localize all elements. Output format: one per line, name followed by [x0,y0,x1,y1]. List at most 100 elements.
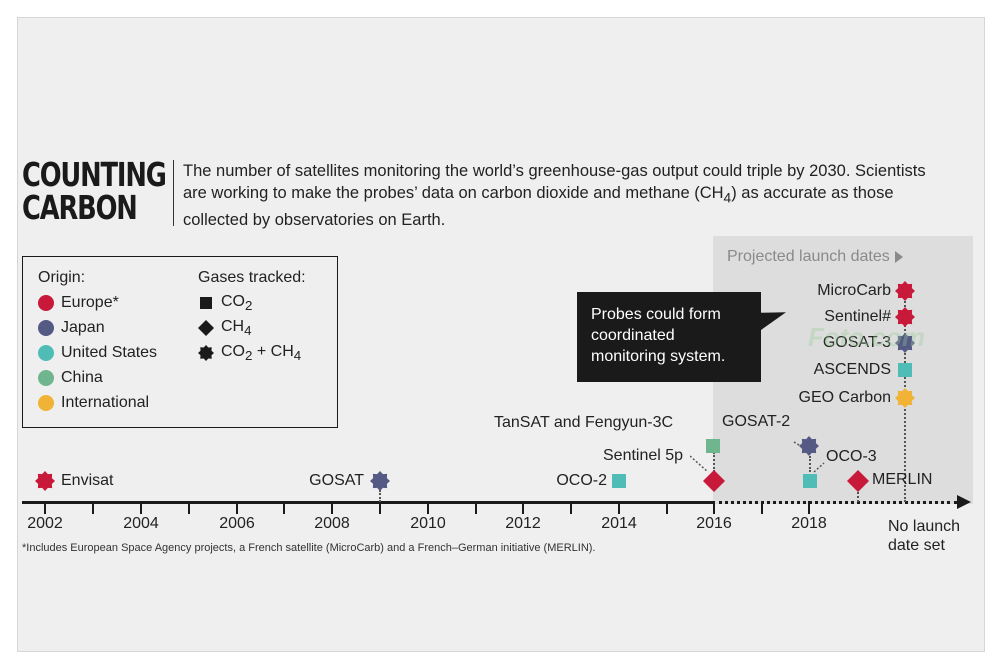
footnote: *Includes European Space Agency projects… [22,542,596,554]
legend-origin-international: International [38,392,149,414]
axis-tick [236,501,238,514]
legend-gas-co2: CO2 [198,292,252,314]
merlin-label: MERLIN [872,471,933,488]
connector-line [379,490,381,502]
connector-line [690,455,709,473]
oco3-marker [803,474,817,488]
axis-tick [331,501,333,514]
us-dot-icon [38,345,54,361]
axis-tick [713,501,715,514]
axis-tick [427,501,429,514]
year-label: 2018 [791,515,827,532]
oco2-label: OCO-2 [556,472,607,489]
microcarb-marker [895,281,915,301]
legend-origin-heading: Origin: [38,269,86,286]
sentinel-hash-marker [895,307,915,327]
intro-part-2: ) as accurate as those collected by obse… [183,184,894,230]
connector-line [857,489,859,502]
title-divider [173,160,174,226]
geocarbon-marker [895,388,915,408]
geocarbon-label: GEO Carbon [798,389,891,406]
axis-tick [92,501,94,514]
axis-tick [44,501,46,514]
legend-gas-label: CO2 [221,292,253,314]
year-label: 2010 [410,515,446,532]
japan-dot-icon [38,320,54,336]
year-label: 2012 [505,515,541,532]
intro-part-1: The number of satellites monitoring the … [183,162,926,202]
projected-label-text: Projected launch dates [727,248,890,265]
legend: Origin: Europe* Japan United States Chin… [22,256,338,428]
microcarb-label: MicroCarb [817,282,891,299]
tansat-label: TanSAT and Fengyun-3C [494,414,674,431]
title-line-2: CARBON [22,188,138,227]
gosat3-marker [895,333,915,353]
legend-origin-europe: Europe* [38,292,119,314]
connector-line [813,462,825,473]
sentinel5p-marker [703,470,725,492]
legend-origin-label: China [61,369,103,386]
tansat-marker [706,439,720,453]
gosat3-label: GOSAT-3 [822,334,891,351]
year-label: 2002 [27,515,63,532]
axis-tick [522,501,524,514]
legend-gas-ch4: CH4 [198,317,252,339]
axis-tick [666,501,668,514]
axis-tick [808,501,810,514]
watermark: Foto.com [808,322,925,352]
year-label: 2004 [123,515,159,532]
legend-origin-japan: Japan [38,317,105,339]
triangle-right-icon [894,251,903,263]
title: COUNTING CARBON [22,158,206,224]
legend-origin-label: United States [61,344,158,361]
connector-line [713,452,715,472]
axis-tick [475,501,477,514]
gosat-label: GOSAT [309,472,364,489]
title-line-1: COUNTING [22,155,167,194]
legend-gas-label: CO2 + CH4 [221,342,302,364]
legend-gas-both: CO2 + CH4 [198,342,301,364]
legend-origin-label: International [61,394,150,411]
china-dot-icon [38,370,54,386]
arrow-right-icon [957,495,971,509]
oco2-marker [612,474,626,488]
oco3-label: OCO-3 [826,448,877,465]
axis-tick [570,501,572,514]
axis-tick [283,501,285,514]
ascends-marker [898,363,912,377]
year-label: 2008 [314,515,350,532]
sentinel5p-label: Sentinel 5p [603,447,684,464]
gosat2-label: GOSAT-2 [722,413,791,430]
legend-gas-label: CH4 [221,317,252,339]
legend-origin-label: Japan [61,319,105,336]
year-label: 2006 [219,515,255,532]
axis-tick [618,501,620,514]
axis-tick [761,501,763,514]
ascends-label: ASCENDS [813,361,891,378]
merlin-marker [847,470,869,492]
callout: Probes could form coordinated monitoring… [577,292,761,382]
legend-origin-us: United States [38,342,157,364]
legend-origin-china: China [38,367,103,389]
gosat-marker [370,471,390,491]
gosat2-marker [799,436,819,456]
sentinel-hash-label: Sentinel# [824,308,891,325]
intro-text: The number of satellites monitoring the … [183,160,943,231]
international-dot-icon [38,395,54,411]
europe-dot-icon [38,295,54,311]
connector-line [809,456,811,472]
envisat-marker [35,471,55,491]
axis-tick [379,501,381,514]
diamond-icon [198,320,214,336]
envisat-label: Envisat [61,472,114,489]
legend-origin-label: Europe* [61,294,119,311]
axis-tick [188,501,190,514]
year-label: 2016 [696,515,732,532]
year-label: 2014 [601,515,637,532]
axis-tick [140,501,142,514]
timeline-axis-projected [712,501,957,504]
no-launch-label: No launch date set [888,518,961,554]
intro-sub: 4 [723,190,732,206]
timeline-axis [22,501,712,504]
legend-gases-heading: Gases tracked: [198,269,306,286]
